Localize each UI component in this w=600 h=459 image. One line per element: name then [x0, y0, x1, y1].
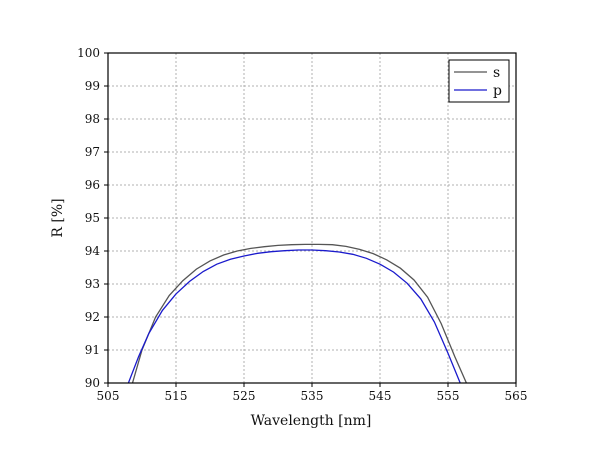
x-tick-labels: 505 515 525 535 545 555 565 — [97, 389, 528, 403]
y-tick-label: 100 — [77, 46, 100, 60]
x-tick-label: 545 — [369, 389, 392, 403]
series-lines — [127, 243, 467, 384]
y-tick-label: 90 — [85, 376, 100, 390]
y-tick-label: 94 — [85, 244, 101, 258]
series-line-p — [127, 249, 461, 384]
x-tick-label: 525 — [233, 389, 256, 403]
y-tick-label: 96 — [85, 178, 100, 192]
x-tick-label: 505 — [97, 389, 120, 403]
legend-box — [448, 59, 510, 103]
x-axis-title: Wavelength [nm] — [251, 413, 372, 429]
y-tick-label: 93 — [85, 277, 100, 291]
x-tick-label: 565 — [505, 389, 528, 403]
y-tick-label: 97 — [85, 145, 100, 159]
y-tick-label: 98 — [85, 112, 100, 126]
y-axis-title: R [%] — [50, 198, 66, 237]
y-tick-labels: 90 91 92 93 94 95 96 97 98 99 100 — [77, 46, 100, 390]
legend: sp — [448, 59, 510, 103]
y-tick-label: 91 — [85, 343, 100, 357]
y-tick-label: 99 — [85, 79, 100, 93]
x-tick-label: 535 — [301, 389, 324, 403]
axis-ticks — [104, 52, 517, 387]
series-line-s — [131, 243, 467, 384]
legend-label-p: p — [493, 83, 502, 99]
legend-label-s: s — [493, 65, 500, 81]
grid — [108, 53, 516, 383]
y-tick-label: 92 — [85, 310, 100, 324]
x-tick-label: 515 — [165, 389, 188, 403]
y-tick-label: 95 — [85, 211, 100, 225]
x-tick-label: 555 — [437, 389, 460, 403]
